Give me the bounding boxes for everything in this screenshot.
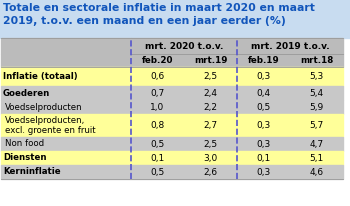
Bar xyxy=(1,100,343,114)
Text: 2,5: 2,5 xyxy=(203,72,218,81)
Text: 0,1: 0,1 xyxy=(256,153,271,163)
Text: 0,3: 0,3 xyxy=(256,139,271,149)
Text: mrt.19: mrt.19 xyxy=(194,56,227,65)
Bar xyxy=(1,137,343,151)
Text: 0,5: 0,5 xyxy=(150,139,164,149)
Text: 1,0: 1,0 xyxy=(150,103,164,111)
Text: Voedselproducten: Voedselproducten xyxy=(5,103,83,111)
Text: Kerninflatie: Kerninflatie xyxy=(3,167,61,177)
Text: mrt.18: mrt.18 xyxy=(300,56,333,65)
Text: 4,7: 4,7 xyxy=(309,139,323,149)
Text: Diensten: Diensten xyxy=(3,153,47,163)
Text: 3,0: 3,0 xyxy=(203,153,218,163)
Bar xyxy=(0,0,350,38)
Bar xyxy=(131,38,343,54)
Text: 2019, t.o.v. een maand en een jaar eerder (%): 2019, t.o.v. een maand en een jaar eerde… xyxy=(3,16,286,26)
Text: 0,5: 0,5 xyxy=(256,103,271,111)
Text: 5,7: 5,7 xyxy=(309,121,324,130)
Text: 2,6: 2,6 xyxy=(203,167,218,177)
Text: Goederen: Goederen xyxy=(3,89,50,97)
Text: 0,6: 0,6 xyxy=(150,72,164,81)
Text: 0,3: 0,3 xyxy=(256,167,271,177)
Bar xyxy=(1,86,343,100)
Text: 5,1: 5,1 xyxy=(309,153,324,163)
Bar xyxy=(1,38,131,54)
Bar xyxy=(1,54,343,67)
Bar xyxy=(1,67,343,86)
Text: 0,4: 0,4 xyxy=(257,89,271,97)
Text: 0,1: 0,1 xyxy=(150,153,164,163)
Text: 0,8: 0,8 xyxy=(150,121,164,130)
Text: Totale en sectorale inflatie in maart 2020 en maart: Totale en sectorale inflatie in maart 20… xyxy=(3,3,315,13)
Text: 2,2: 2,2 xyxy=(203,103,217,111)
Text: 0,5: 0,5 xyxy=(150,167,164,177)
Text: 0,7: 0,7 xyxy=(150,89,164,97)
Bar xyxy=(1,165,343,179)
Text: 2,7: 2,7 xyxy=(203,121,218,130)
Text: Inflatie (totaal): Inflatie (totaal) xyxy=(3,72,78,81)
Text: 5,4: 5,4 xyxy=(309,89,323,97)
Text: 0,3: 0,3 xyxy=(256,72,271,81)
Bar xyxy=(1,151,343,165)
Text: mrt. 2020 t.o.v.: mrt. 2020 t.o.v. xyxy=(145,41,223,50)
Text: 2,4: 2,4 xyxy=(203,89,217,97)
Text: feb.19: feb.19 xyxy=(248,56,279,65)
Text: 5,3: 5,3 xyxy=(309,72,324,81)
Text: 0,3: 0,3 xyxy=(256,121,271,130)
Text: 2,5: 2,5 xyxy=(203,139,218,149)
Text: Voedselproducten,
excl. groente en fruit: Voedselproducten, excl. groente en fruit xyxy=(5,116,96,135)
Text: Non food: Non food xyxy=(5,139,44,149)
Bar xyxy=(1,114,343,137)
Text: mrt. 2019 t.o.v.: mrt. 2019 t.o.v. xyxy=(251,41,329,50)
Text: feb.20: feb.20 xyxy=(142,56,173,65)
Text: 5,9: 5,9 xyxy=(309,103,324,111)
Text: 4,6: 4,6 xyxy=(309,167,323,177)
